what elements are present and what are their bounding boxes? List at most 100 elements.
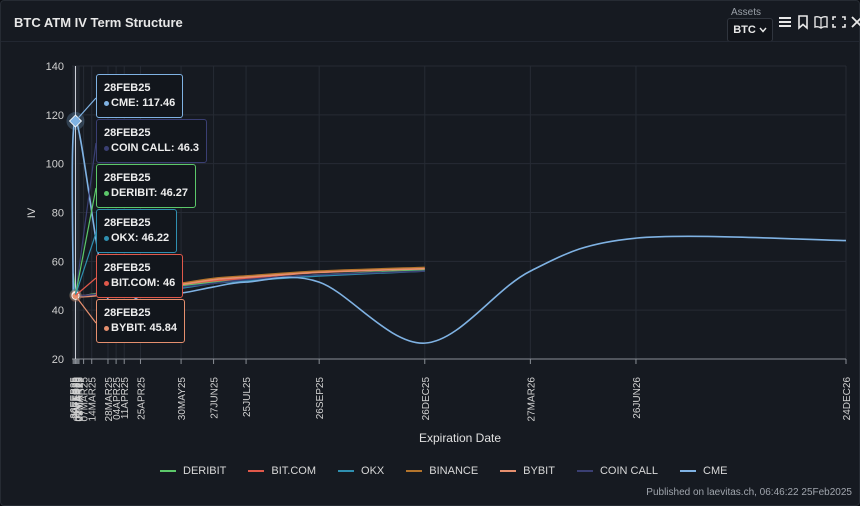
tooltip-value: 46.22 bbox=[141, 232, 170, 244]
y-tick-label: 140 bbox=[46, 61, 64, 73]
tooltip-series-name: CME bbox=[111, 97, 136, 109]
book-icon[interactable] bbox=[814, 14, 828, 30]
connector-bybit bbox=[75, 295, 97, 324]
tooltip-date: 28FEB25 bbox=[104, 217, 151, 229]
legend-swatch bbox=[500, 470, 517, 472]
tooltip-series-name: OKX bbox=[111, 232, 135, 244]
legend-swatch bbox=[248, 470, 265, 472]
x-tick-label: 28FEB25 bbox=[71, 377, 82, 419]
chevron-down-icon bbox=[759, 27, 767, 33]
legend-item-binance[interactable]: BINANCE bbox=[406, 465, 478, 477]
toolbar bbox=[778, 14, 860, 30]
x-tick-label: 03MAR25 bbox=[75, 377, 86, 422]
y-tick-label: 20 bbox=[52, 354, 64, 366]
tooltip-dot bbox=[104, 235, 109, 241]
tooltip-date: 28FEB25 bbox=[104, 172, 151, 184]
x-tick-label: 11APR25 bbox=[120, 377, 131, 420]
x-tick-label: 07MAR25 bbox=[80, 377, 91, 422]
tooltip-dot bbox=[104, 325, 109, 331]
legend-label: OKX bbox=[361, 465, 385, 477]
x-tick-label: 28MAR25 bbox=[104, 377, 115, 422]
fullscreen-icon[interactable] bbox=[832, 14, 846, 30]
y-tick-label: 40 bbox=[52, 305, 64, 317]
tooltip-okx: 28FEB25 OKX: 46.22 bbox=[96, 209, 178, 253]
y-tick-label: 60 bbox=[52, 256, 64, 268]
tooltip-separator: : bbox=[134, 232, 142, 244]
x-tick-label: 02MAR25 bbox=[74, 377, 85, 422]
x-tick-label: 26JUN26 bbox=[632, 377, 643, 419]
connector-cme bbox=[75, 97, 97, 122]
grid bbox=[72, 65, 847, 360]
legend-item-okx[interactable]: OKX bbox=[338, 465, 384, 477]
footer-published: Published on laevitas.ch, 06:46:22 25Feb… bbox=[646, 487, 852, 498]
bookmark-icon[interactable] bbox=[796, 14, 810, 30]
tooltip-date: 28FEB25 bbox=[104, 127, 151, 139]
tooltip-separator: : bbox=[170, 142, 178, 154]
tooltip-value: 45.84 bbox=[149, 322, 178, 334]
tooltip-series-name: DERIBIT bbox=[111, 187, 154, 199]
x-tick-label: 14MAR25 bbox=[88, 377, 99, 422]
x-axis: 26FEB2527FEB2528FEB2501MAR2502MAR2503MAR… bbox=[69, 358, 853, 422]
tooltip-date: 28FEB25 bbox=[104, 307, 151, 319]
legend-swatch bbox=[680, 470, 697, 472]
legend-label: COIN CALL bbox=[599, 465, 659, 477]
x-tick-label: 25JUL25 bbox=[242, 377, 253, 417]
legend-item-cme[interactable]: CME bbox=[680, 465, 728, 477]
tooltip-series-name: COIN CALL bbox=[111, 142, 171, 154]
legend-swatch bbox=[406, 470, 423, 472]
legend-label: BYBIT bbox=[523, 465, 555, 477]
tooltip-date: 28FEB25 bbox=[104, 82, 151, 94]
header-divider bbox=[1, 41, 859, 42]
legend-swatch bbox=[338, 470, 355, 472]
x-tick-label: 01MAR25 bbox=[73, 377, 84, 422]
tooltip-series-name: BIT.COM bbox=[111, 277, 157, 289]
tooltip-series-name: BYBIT bbox=[111, 322, 143, 334]
x-tick-label: 27MAR26 bbox=[526, 377, 537, 422]
legend-label: BINANCE bbox=[429, 465, 479, 477]
legend-item-bit-com[interactable]: BIT.COM bbox=[248, 465, 316, 477]
x-tick-label: 26DEC25 bbox=[421, 377, 432, 421]
x-tick-label: 27FEB25 bbox=[70, 377, 81, 419]
assets-label: Assets bbox=[731, 7, 762, 18]
tooltip-value: 117.46 bbox=[142, 97, 176, 109]
connector-bit-com bbox=[75, 277, 97, 296]
legend-item-deribit[interactable]: DERIBIT bbox=[160, 465, 226, 477]
menu-icon[interactable] bbox=[778, 14, 792, 30]
legend-label: BIT.COM bbox=[271, 465, 317, 477]
x-tick-label: 04APR25 bbox=[112, 377, 123, 420]
y-axis-label: IV bbox=[26, 207, 38, 218]
tooltip-dot bbox=[104, 190, 109, 196]
x-tick-label: 30MAY25 bbox=[177, 377, 188, 421]
connector-coin-call bbox=[74, 142, 97, 295]
x-tick-label: 26SEP25 bbox=[315, 377, 326, 420]
tooltip-bybit: 28FEB25 BYBIT: 45.84 bbox=[96, 299, 186, 343]
tooltip-separator: : bbox=[135, 97, 143, 109]
legend-swatch bbox=[576, 470, 593, 472]
tooltip-value: 46.27 bbox=[160, 187, 189, 199]
legend: DERIBIT BIT.COM OKX BINANCE BYBIT COIN CALL CM… bbox=[160, 465, 728, 477]
tooltip-dot bbox=[104, 100, 109, 106]
y-tick-label: 80 bbox=[52, 208, 64, 220]
y-tick-label: 120 bbox=[46, 110, 64, 122]
tooltip-date: 28FEB25 bbox=[104, 262, 151, 274]
x-tick-label: 26FEB25 bbox=[69, 377, 80, 419]
x-tick-label: 27JUN25 bbox=[210, 377, 221, 419]
tooltip-value: 46 bbox=[162, 277, 176, 289]
tooltip-cme: 28FEB25 CME: 117.46 bbox=[96, 74, 184, 118]
legend-label: CME bbox=[703, 465, 728, 477]
close-icon[interactable] bbox=[850, 14, 860, 30]
chart-title: BTC ATM IV Term Structure bbox=[14, 15, 183, 30]
y-tick-label: 100 bbox=[46, 159, 64, 171]
tooltip-separator: : bbox=[156, 277, 163, 289]
connector-okx bbox=[74, 232, 97, 296]
tooltip-separator: : bbox=[142, 322, 150, 334]
legend-swatch bbox=[160, 470, 176, 472]
x-tick-label: 25APR25 bbox=[136, 377, 147, 420]
x-axis-label: Expiration Date bbox=[419, 431, 501, 445]
legend-item-bybit[interactable]: BYBIT bbox=[500, 465, 555, 477]
legend-item-coin-call[interactable]: COIN CALL bbox=[576, 465, 659, 477]
assets-value: BTC bbox=[733, 24, 756, 36]
tooltip-value: 46.3 bbox=[177, 142, 200, 154]
connector-deribit bbox=[74, 187, 97, 295]
tooltip-coin-call: 28FEB25 COIN CALL: 46.3 bbox=[96, 119, 208, 163]
